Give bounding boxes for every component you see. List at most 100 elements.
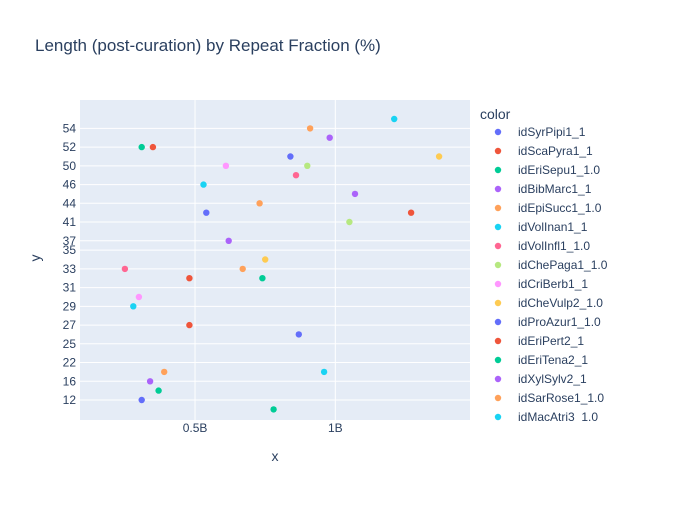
data-point[interactable] <box>149 143 157 151</box>
data-point[interactable] <box>186 321 193 329</box>
legend-label: idMacAtri3_1.0 <box>518 410 598 424</box>
data-point[interactable] <box>346 218 353 226</box>
y-tick-label: 52 <box>63 140 77 154</box>
data-point[interactable] <box>262 256 269 263</box>
legend-items: idSyrPipi1_1 idScaPyra1_1 idEriSepu1_1.0id… <box>494 125 608 424</box>
y-tick-label: 54 <box>63 121 77 135</box>
data-point[interactable] <box>222 162 230 169</box>
data-point[interactable] <box>146 378 154 385</box>
legend-label: idBibMarc1_1 <box>518 182 592 196</box>
x-tick-label: 0.5B <box>183 421 208 435</box>
legend-marker <box>494 242 502 250</box>
data-point[interactable] <box>155 387 162 394</box>
x-gridlines <box>194 100 336 420</box>
data-point[interactable] <box>121 265 129 273</box>
legend-label: idChePaga1_1.0 <box>518 258 608 272</box>
data-point[interactable] <box>186 275 193 282</box>
legend: color idSyrPipi1_1 idScaPyra1_1 idEriSepu1… <box>480 106 608 424</box>
legend-item[interactable]: idEriPert2_1 <box>494 334 585 348</box>
legend-label: idEriTena2_1 <box>518 353 588 367</box>
y-tick-label: 35 <box>63 243 77 257</box>
data-point[interactable] <box>270 406 277 413</box>
y-tick-label: 33 <box>63 262 77 276</box>
legend-item[interactable]: idProAzur1_1.0 <box>494 315 601 329</box>
data-point[interactable] <box>292 172 300 179</box>
legend-marker <box>494 318 502 326</box>
y-gridlines <box>80 127 470 401</box>
legend-item[interactable]: idEriSepu1_1.0 <box>494 163 601 177</box>
y-tick-label: 50 <box>63 159 77 173</box>
data-point[interactable] <box>200 181 207 188</box>
data-point[interactable] <box>304 162 311 169</box>
x-tick-label: 1B <box>328 421 343 435</box>
data-point[interactable] <box>138 143 145 151</box>
y-tick-label: 37 <box>63 234 77 248</box>
legend-item[interactable]: idBibMarc1_1 <box>494 182 592 196</box>
data-point[interactable] <box>259 275 266 282</box>
legend-title: color <box>480 106 511 122</box>
legend-marker <box>494 394 502 402</box>
plot-area <box>80 100 470 420</box>
legend-item[interactable]: idChePaga1_1.0 <box>494 258 608 272</box>
legend-label: idProAzur1_1.0 <box>518 315 601 329</box>
x-tick-labels: 0.5B 1B <box>183 421 343 435</box>
data-point[interactable] <box>320 368 328 376</box>
data-point[interactable] <box>287 153 294 160</box>
data-point[interactable] <box>239 265 246 273</box>
legend-item[interactable]: idMacAtri3_1.0 <box>494 410 599 424</box>
data-points <box>121 115 443 413</box>
legend-item[interactable]: idEpiSucc1_1.0 <box>494 201 602 215</box>
legend-item[interactable]: idCheVulp2_1.0 <box>494 296 603 310</box>
legend-label: idVolInan1_1 <box>518 220 588 234</box>
legend-item[interactable]: idSarRose1_1.0 <box>494 391 605 405</box>
legend-marker <box>494 356 502 364</box>
legend-marker <box>494 128 502 136</box>
y-tick-label: 25 <box>63 337 77 351</box>
data-point[interactable] <box>203 209 210 216</box>
data-point[interactable] <box>161 368 168 376</box>
y-tick-label: 44 <box>63 196 77 210</box>
chart-title: Length (post-curation) by Repeat Fractio… <box>35 36 381 55</box>
legend-label: idScaPyra1_1 <box>518 144 593 158</box>
data-point[interactable] <box>391 115 398 123</box>
y-tick-label: 31 <box>63 281 77 295</box>
data-point[interactable] <box>295 331 302 338</box>
data-point[interactable] <box>130 303 137 310</box>
legend-label: idSarRose1_1.0 <box>518 391 604 405</box>
legend-marker <box>494 261 502 269</box>
legend-label: idCriBerb1_1 <box>518 277 588 291</box>
data-point[interactable] <box>435 153 443 160</box>
legend-item[interactable]: idVolInan1_1 <box>494 220 588 234</box>
y-axis-title: y <box>27 255 43 262</box>
legend-item[interactable]: idEriTena2_1 <box>494 353 589 367</box>
legend-item[interactable]: idScaPyra1_1 <box>494 144 593 158</box>
legend-marker <box>494 299 502 307</box>
data-point[interactable] <box>138 396 145 404</box>
legend-label: idVolInfl1_1.0 <box>518 239 590 253</box>
data-point[interactable] <box>225 237 232 244</box>
legend-marker <box>494 413 502 421</box>
legend-item[interactable]: idXylSylv2_1 <box>494 372 587 386</box>
legend-marker <box>494 185 502 193</box>
legend-marker <box>494 147 502 155</box>
data-point[interactable] <box>256 200 263 207</box>
data-point[interactable] <box>326 134 333 141</box>
legend-item[interactable]: idCriBerb1_1 <box>494 277 589 291</box>
legend-marker <box>494 337 502 345</box>
y-tick-label: 16 <box>63 374 77 388</box>
legend-item[interactable]: idVolInfl1_1.0 <box>494 239 591 253</box>
y-tick-label: 22 <box>63 356 77 370</box>
data-point[interactable] <box>351 190 359 198</box>
data-point[interactable] <box>407 209 415 216</box>
data-point[interactable] <box>306 125 314 132</box>
data-point[interactable] <box>135 293 143 301</box>
legend-label: idEpiSucc1_1.0 <box>518 201 602 215</box>
legend-label: idCheVulp2_1.0 <box>518 296 603 310</box>
legend-label: idEriPert2_1 <box>518 334 584 348</box>
legend-marker <box>494 223 502 231</box>
legend-marker <box>494 280 502 288</box>
legend-item[interactable]: idSyrPipi1_1 <box>494 125 586 139</box>
y-tick-label: 12 <box>63 393 77 407</box>
